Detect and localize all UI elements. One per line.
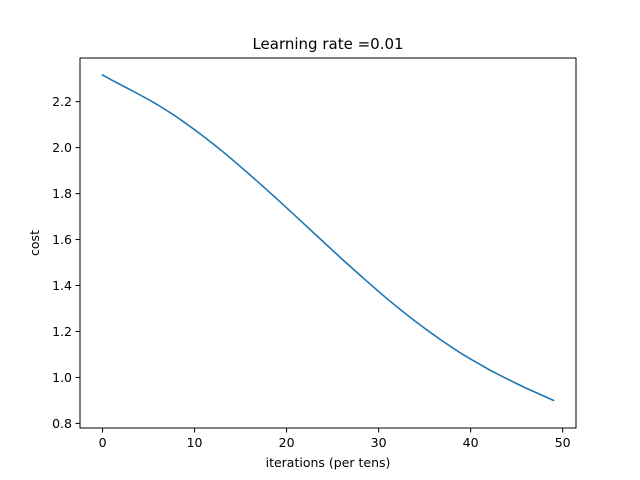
x-tick-label: 20 [279, 435, 295, 450]
plot-area [101, 73, 555, 402]
y-tick-label: 1.8 [52, 186, 72, 201]
y-axis-label: cost [27, 230, 42, 256]
series-line-0 [101, 73, 555, 402]
x-axis-label: iterations (per tens) [266, 455, 391, 470]
x-axis: 0 10 20 30 40 50 [99, 428, 571, 450]
y-tick-label: 1.0 [52, 370, 72, 385]
y-axis: 0.8 1.0 1.2 1.4 1.6 1.8 2.0 2.2 [52, 94, 80, 431]
x-tick-label: 30 [371, 435, 387, 450]
y-tick-label: 1.4 [52, 278, 72, 293]
axes-frame [79, 57, 577, 429]
chart-title: Learning rate =0.01 [252, 35, 403, 53]
y-tick-label: 1.6 [52, 232, 72, 247]
x-tick-label: 40 [463, 435, 479, 450]
x-tick-label: 50 [555, 435, 571, 450]
x-tick-label: 10 [187, 435, 203, 450]
x-tick-label: 0 [99, 435, 107, 450]
y-tick-label: 1.2 [52, 324, 72, 339]
y-tick-label: 2.0 [52, 140, 72, 155]
y-tick-label: 2.2 [52, 94, 72, 109]
y-tick-label: 0.8 [52, 416, 72, 431]
